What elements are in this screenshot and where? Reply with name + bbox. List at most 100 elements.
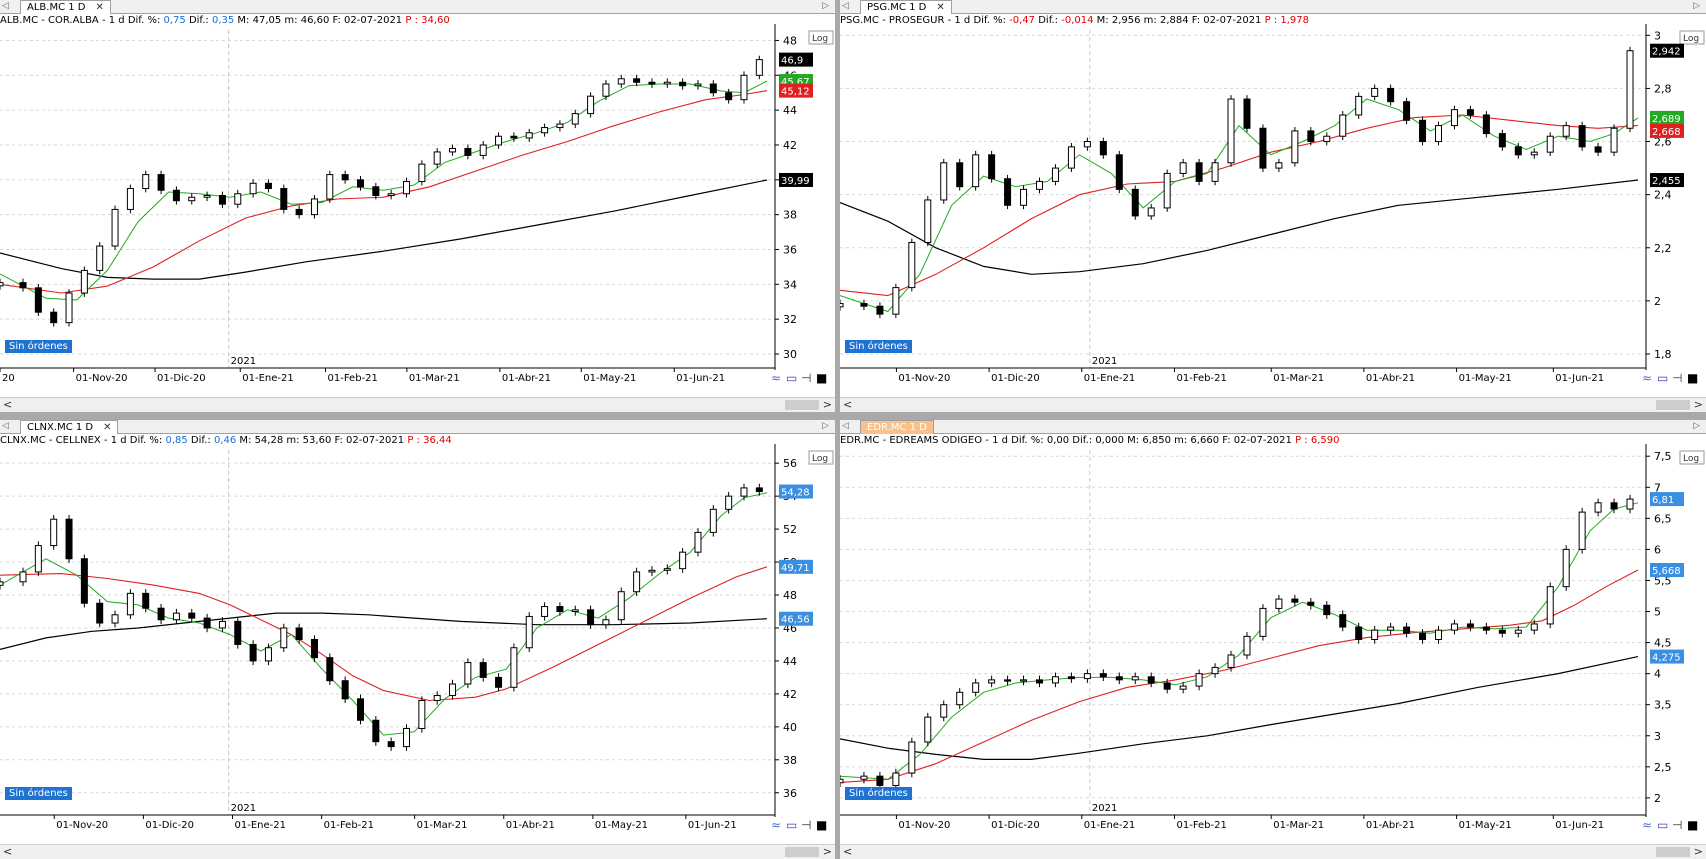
log-label: Log: [1683, 34, 1699, 44]
tab-scroll-left-icon[interactable]: ◁: [2, 421, 9, 431]
color-icon[interactable]: ■: [1687, 371, 1698, 385]
price-axis[interactable]: [1646, 444, 1706, 817]
save-icon[interactable]: ▭: [1657, 818, 1668, 832]
y-tick-label: 3: [1654, 730, 1661, 743]
tab-scroll-right-icon[interactable]: ▷: [822, 421, 829, 431]
scrollbar-thumb[interactable]: [785, 847, 819, 857]
save-icon[interactable]: ▭: [786, 818, 797, 832]
scroll-right-icon[interactable]: >: [822, 398, 832, 411]
p-value: P : 36,44: [407, 435, 452, 446]
dif-pct-value: 0,00: [1046, 435, 1070, 446]
scrollbar-thumb[interactable]: [1656, 847, 1690, 857]
horizontal-scrollbar[interactable]: < >: [840, 844, 1706, 859]
y-tick-label: 4: [1654, 668, 1661, 681]
chart-canvas[interactable]: 2021 Log 7,5 7 6,5 6 5,5 5 4,5 4 3,5 3 2,5 2 6,81 5,668…: [840, 420, 1706, 859]
symbol-name: EDR.MC - EDREAMS ODIGEO -: [840, 435, 993, 446]
candle: [1339, 610, 1347, 632]
y-tick-label: 48: [783, 589, 797, 602]
pin-icon[interactable]: ⊣: [1672, 371, 1682, 385]
price-badge: [1650, 110, 1684, 125]
candle: [541, 123, 549, 137]
x-tick-label: 01-May-21: [595, 820, 648, 831]
scroll-right-icon[interactable]: >: [1693, 845, 1703, 858]
scroll-right-icon[interactable]: >: [822, 845, 832, 858]
scrollbar-thumb[interactable]: [1656, 400, 1690, 410]
tab-clnx[interactable]: CLNX.MC 1 D ✕: [20, 420, 119, 434]
candle: [648, 566, 656, 577]
candle: [587, 605, 595, 629]
candle: [403, 177, 411, 198]
pin-icon[interactable]: ⊣: [801, 818, 811, 832]
pin-icon[interactable]: ⊣: [801, 371, 811, 385]
close-icon[interactable]: ✕: [95, 2, 104, 13]
log-toggle[interactable]: [1679, 450, 1705, 465]
horizontal-scrollbar[interactable]: < >: [0, 844, 835, 859]
log-toggle[interactable]: [808, 450, 834, 465]
horizontal-scrollbar[interactable]: < >: [840, 397, 1706, 412]
chart-canvas[interactable]: 2021Log565452504846444240383654,2849,714…: [0, 420, 835, 859]
vertical-splitter[interactable]: [835, 0, 840, 859]
tab-scroll-left-icon[interactable]: ◁: [842, 421, 849, 431]
candle: [988, 675, 996, 688]
tab-scroll-right-icon[interactable]: ▷: [822, 1, 829, 11]
y-tick-label: 44: [783, 655, 797, 668]
scroll-left-icon[interactable]: <: [843, 845, 853, 858]
scrollbar-thumb[interactable]: [785, 400, 819, 410]
price-badge-label: 4,275: [1652, 653, 1681, 664]
chart-canvas[interactable]: 2021 Log 3 2,8 2,6 2,4 2,2 2 1,8 2,942 2,689 2,668 2…: [840, 0, 1706, 412]
zoom-icon[interactable]: ≈: [771, 818, 781, 832]
horizontal-scrollbar[interactable]: < >: [0, 397, 835, 412]
tab-scroll-right-icon[interactable]: ▷: [1693, 421, 1700, 431]
sma-mid-line: [840, 114, 1639, 297]
scroll-left-icon[interactable]: <: [843, 398, 853, 411]
log-toggle[interactable]: [1679, 30, 1705, 45]
candle: [1163, 678, 1171, 694]
close-icon[interactable]: ✕: [103, 422, 112, 433]
color-icon[interactable]: ■: [816, 818, 827, 832]
tab-scroll-left-icon[interactable]: ◁: [842, 1, 849, 11]
save-icon[interactable]: ▭: [786, 371, 797, 385]
year-label: 2021: [1092, 803, 1117, 814]
x-tick-label: 01-Abr-21: [502, 373, 551, 384]
tab-scroll-right-icon[interactable]: ▷: [1693, 1, 1700, 11]
close-icon[interactable]: ✕: [936, 2, 945, 13]
color-icon[interactable]: ■: [816, 371, 827, 385]
price-axis[interactable]: [775, 444, 835, 817]
candle: [876, 302, 884, 319]
candle: [1450, 619, 1458, 635]
horizontal-splitter[interactable]: [0, 412, 1706, 420]
zoom-icon[interactable]: ≈: [1642, 818, 1652, 832]
zoom-icon[interactable]: ≈: [1642, 371, 1652, 385]
zoom-icon[interactable]: ≈: [771, 371, 781, 385]
tab-edr[interactable]: EDR.MC 1 D: [860, 420, 934, 434]
candle: [0, 278, 4, 290]
save-icon[interactable]: ▭: [1657, 371, 1668, 385]
price-badge-label: 39,99: [781, 176, 810, 187]
candle: [617, 74, 625, 88]
candle: [310, 195, 318, 219]
color-icon[interactable]: ■: [1687, 818, 1698, 832]
tab-alb[interactable]: ALB.MC 1 D ✕: [20, 0, 111, 14]
tab-psg[interactable]: PSG.MC 1 D ✕: [860, 0, 952, 14]
y-tick-label: 42: [783, 688, 797, 701]
candle: [479, 141, 487, 160]
candle: [1626, 494, 1634, 514]
dif-label: Dif.:: [190, 435, 211, 446]
candle: [280, 184, 288, 214]
candle: [403, 724, 411, 751]
symbol-name: CLNX.MC - CELLNEX -: [0, 435, 111, 446]
y-tick-label: 48: [783, 34, 797, 47]
tab-scroll-left-icon[interactable]: ◁: [2, 1, 9, 11]
scroll-left-icon[interactable]: <: [3, 845, 13, 858]
dif-value: -0,014: [1061, 15, 1094, 26]
chart-canvas[interactable]: 2021Log4846444240383634323046,945,6745,1…: [0, 0, 835, 412]
pin-icon[interactable]: ⊣: [1672, 818, 1682, 832]
log-toggle[interactable]: [808, 30, 834, 45]
candle: [940, 700, 948, 722]
scroll-left-icon[interactable]: <: [3, 398, 13, 411]
scroll-right-icon[interactable]: >: [1693, 398, 1703, 411]
sma-long-line: [840, 656, 1639, 760]
candle: [264, 643, 272, 666]
price-axis[interactable]: [1646, 24, 1706, 370]
symbol-info-line: PSG.MC - PROSEGUR - 1 d Dif. %: -0,47 Di…: [840, 14, 1309, 27]
